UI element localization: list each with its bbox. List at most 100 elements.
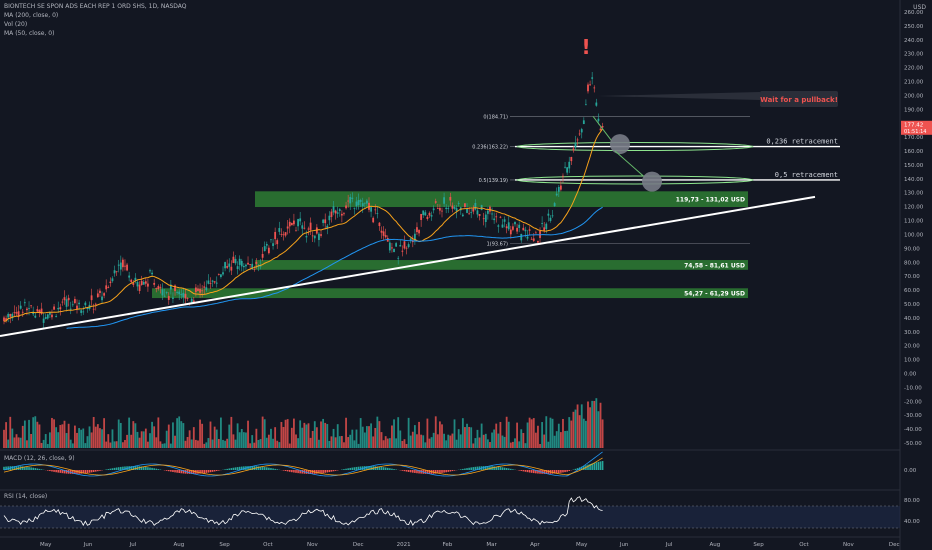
- candle-body: [388, 242, 391, 251]
- volume-bar: [180, 421, 183, 448]
- macd-histogram-bar: [251, 466, 253, 470]
- macd-histogram-bar: [391, 468, 393, 470]
- macd-histogram-bar: [599, 461, 602, 470]
- volume-bar: [7, 439, 10, 448]
- macd-histogram-bar: [120, 466, 122, 470]
- indicator-vol-label[interactable]: Vol (20): [4, 21, 28, 28]
- macd-histogram-bar: [518, 470, 520, 471]
- macd-histogram-bar: [439, 470, 441, 474]
- last-price-value: 177.42: [904, 122, 923, 128]
- candle-body: [482, 218, 485, 220]
- candle-body: [399, 245, 402, 247]
- candle-body: [299, 218, 302, 222]
- currency-label: USD: [913, 4, 926, 11]
- macd-histogram-bar: [466, 468, 468, 470]
- candle-body: [113, 270, 116, 274]
- volume-bar: [411, 431, 414, 448]
- volume-bar: [240, 428, 243, 448]
- volume-bar: [169, 443, 172, 448]
- macd-histogram-bar: [180, 470, 183, 474]
- candle-body: [117, 264, 120, 266]
- macd-histogram-bar: [178, 470, 180, 474]
- macd-histogram-bar: [74, 470, 76, 474]
- candle-body: [199, 288, 201, 293]
- macd-histogram-bar: [215, 470, 218, 472]
- macd-histogram-bar: [520, 470, 523, 471]
- volume-bar: [434, 416, 437, 448]
- volume-bar: [34, 416, 37, 448]
- candle-body: [428, 212, 431, 216]
- macd-histogram-bar: [409, 470, 412, 473]
- macd-histogram-bar: [510, 468, 512, 470]
- volume-bar: [489, 442, 491, 448]
- volume-bar: [313, 421, 316, 448]
- macd-histogram-bar: [524, 470, 527, 472]
- macd-histogram-bar: [238, 466, 241, 470]
- volume-bar: [318, 439, 320, 448]
- volume-bar: [351, 429, 354, 448]
- candle-body: [570, 156, 573, 162]
- macd-histogram-bar: [34, 468, 37, 470]
- volume-bar: [144, 428, 147, 448]
- candle-body: [147, 283, 149, 287]
- candle-body: [242, 265, 245, 268]
- candle-body: [224, 262, 226, 269]
- indicator-ma200-label[interactable]: MA (200, close, 0): [4, 12, 59, 19]
- volume-bar: [288, 443, 291, 448]
- candle-body: [551, 215, 554, 217]
- macd-histogram-bar: [32, 467, 34, 470]
- macd-histogram-bar: [21, 466, 24, 470]
- candle-body: [17, 311, 20, 317]
- volume-bar: [111, 429, 114, 448]
- indicator-ma50-label[interactable]: MA (50, close, 0): [4, 30, 55, 37]
- candle-body: [416, 227, 418, 233]
- candle-body: [101, 296, 103, 301]
- macd-histogram-bar: [468, 467, 470, 470]
- macd-histogram-bar: [395, 469, 397, 470]
- volume-bar: [422, 435, 425, 448]
- volume-bar: [445, 440, 448, 448]
- candle-body: [5, 318, 7, 321]
- volume-bar: [484, 433, 487, 448]
- macd-histogram-bar: [386, 467, 389, 470]
- macd-histogram-bar: [299, 470, 301, 474]
- volume-bar: [207, 438, 210, 448]
- candle-body: [520, 233, 523, 241]
- candle-body: [217, 274, 220, 276]
- pullback-target-marker: [610, 134, 630, 155]
- macd-histogram-bar: [182, 470, 185, 474]
- time-tick-label: Apr: [530, 542, 540, 548]
- macd-histogram-bar: [59, 470, 62, 473]
- volume-bar: [393, 419, 395, 448]
- macd-histogram-bar: [345, 468, 347, 470]
- macd-histogram-bar: [547, 470, 550, 474]
- macd-histogram-bar: [51, 470, 53, 472]
- time-tick-label: Jun: [83, 542, 93, 548]
- candle-body: [236, 266, 239, 270]
- macd-histogram-bar: [124, 466, 126, 470]
- volume-bar: [224, 440, 226, 448]
- support-zone: [255, 260, 748, 270]
- volume-bar: [174, 435, 176, 448]
- volume-bar: [274, 427, 277, 448]
- candle-body: [503, 219, 506, 222]
- volume-bar: [188, 430, 191, 448]
- candle-body: [19, 305, 22, 309]
- macd-histogram-bar: [240, 466, 243, 470]
- candle-body: [495, 216, 498, 218]
- volume-bar: [303, 422, 306, 448]
- volume-bar: [345, 417, 347, 448]
- candle-body: [111, 278, 114, 282]
- candle-body: [128, 275, 131, 278]
- volume-bar: [340, 436, 343, 448]
- price-tick-label: 20.00: [904, 344, 920, 350]
- macd-histogram-bar: [453, 470, 456, 471]
- macd-label[interactable]: MACD (12, 26, close, 9): [4, 455, 75, 462]
- volume-bar: [209, 421, 212, 448]
- macd-histogram-bar: [97, 470, 99, 472]
- rsi-label[interactable]: RSI (14, close): [4, 493, 48, 500]
- price-tick-label: 90.00: [904, 246, 920, 252]
- candle-body: [593, 87, 596, 89]
- macd-histogram-bar: [259, 466, 262, 470]
